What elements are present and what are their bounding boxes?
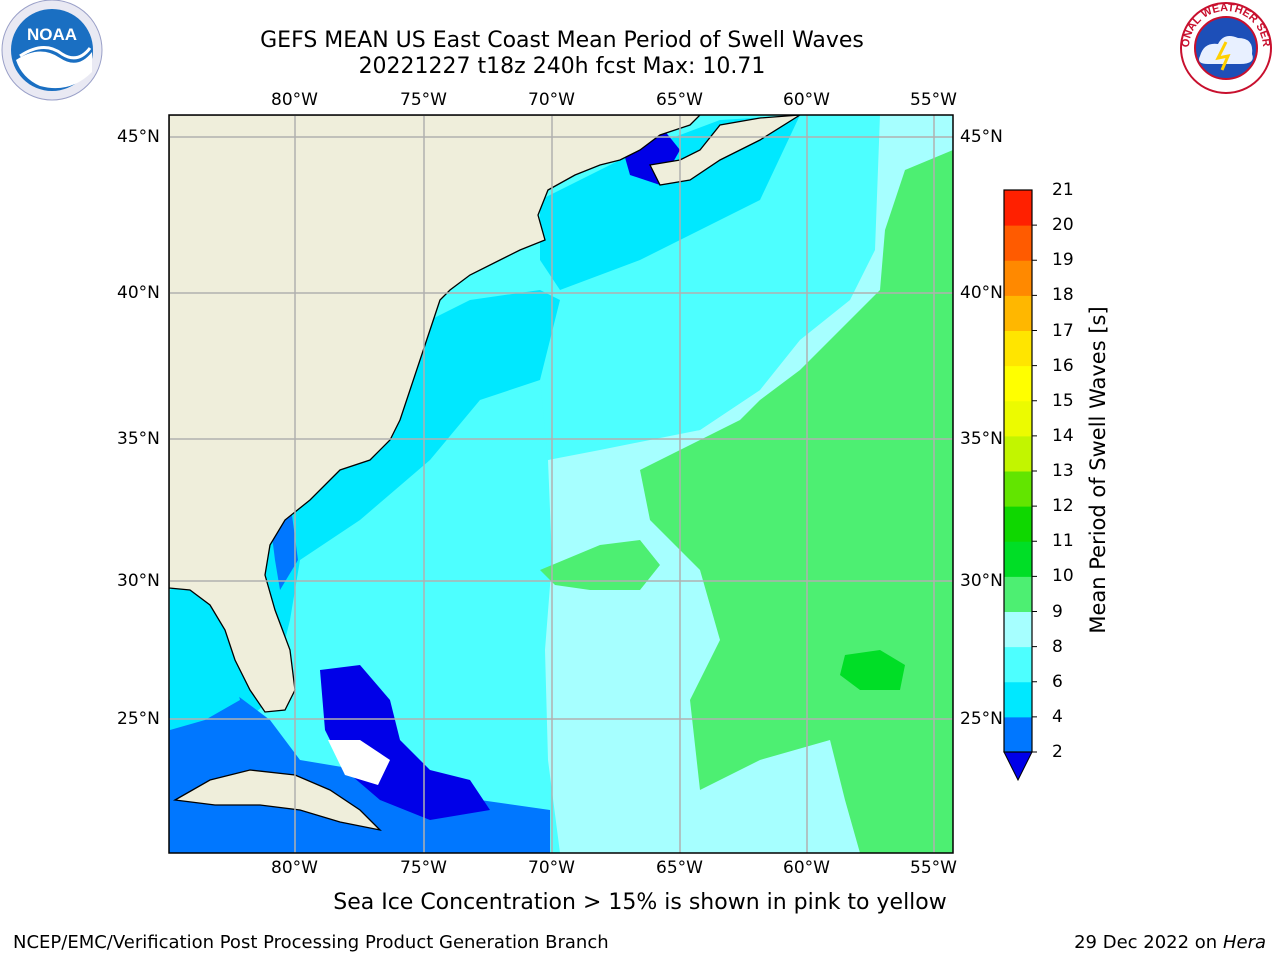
lon-label-bottom-60w: 60°W <box>783 858 830 878</box>
lat-label-right-30n: 30°N <box>960 571 1003 591</box>
chart-subtitle: 20221227 t18z 240h fcst Max: 10.71 <box>358 54 766 79</box>
colorbar-label: 12 <box>1052 496 1074 517</box>
map-frame <box>168 114 954 854</box>
colorbar-label: 10 <box>1052 566 1074 587</box>
colorbar-segment <box>1004 681 1032 718</box>
colorbar-label: 20 <box>1052 215 1074 236</box>
colorbar-segment <box>1004 365 1032 402</box>
period-9-10-patch <box>540 540 660 590</box>
colorbar-label: 2 <box>1052 742 1063 762</box>
lat-label-left-25n: 25°N <box>117 709 160 729</box>
lat-label-left-40n: 40°N <box>117 283 160 303</box>
footer-organization: NCEP/EMC/Verification Post Processing Pr… <box>13 932 609 953</box>
gulf-region <box>170 590 240 730</box>
colorbar-label: 8 <box>1052 636 1063 657</box>
colorbar-label: 4 <box>1052 706 1063 727</box>
lon-label-bottom-80w: 80°W <box>271 858 318 878</box>
colorbar-segment <box>1004 471 1032 507</box>
lon-label-top-70w: 70°W <box>528 90 575 110</box>
lat-label-right-40n: 40°N <box>960 283 1003 303</box>
colorbar-label: 11 <box>1052 531 1074 552</box>
period-4-6-north <box>540 115 800 290</box>
colorbar-segment <box>1004 400 1032 437</box>
sea-ice-note: Sea Ice Concentration > 15% is shown in … <box>333 890 947 915</box>
colorbar-label: 16 <box>1052 355 1074 376</box>
colorbar-under-arrow <box>1003 751 1033 782</box>
period-under-2-bahamas <box>320 665 490 820</box>
colorbar-label: 19 <box>1052 250 1074 271</box>
colorbar-segment <box>1004 295 1032 331</box>
colorbar-segment <box>1004 611 1032 648</box>
map-area <box>169 115 953 853</box>
lat-label-left-35n: 35°N <box>117 429 160 449</box>
colorbar-segment <box>1004 506 1032 542</box>
colorbar-label: 21 <box>1052 180 1074 200</box>
colorbar-segment <box>1004 330 1032 367</box>
footer-date-text: 29 Dec 2022 on <box>1074 932 1218 953</box>
colorbar <box>1003 189 1037 782</box>
colorbar-label: 17 <box>1052 320 1074 341</box>
lon-label-top-80w: 80°W <box>271 90 318 110</box>
colorbar-segment <box>1004 260 1032 296</box>
lat-label-left-45n: 45°N <box>117 127 160 147</box>
colorbar-title: Mean Period of Swell Waves [s] <box>1086 306 1110 634</box>
colorbar-segment <box>1004 225 1032 261</box>
colorbar-segment <box>1004 435 1032 472</box>
colorbar-segment <box>1004 646 1032 683</box>
colorbar-segment <box>1004 716 1032 753</box>
lat-label-right-45n: 45°N <box>960 127 1003 147</box>
colorbar-label: 13 <box>1052 461 1074 481</box>
lon-label-bottom-55w: 55°W <box>910 858 957 878</box>
lat-label-right-25n: 25°N <box>960 709 1003 729</box>
lon-label-bottom-70w: 70°W <box>528 858 575 878</box>
colorbar-label: 15 <box>1052 390 1074 411</box>
bahamas-bank <box>328 740 390 785</box>
lon-label-top-75w: 75°W <box>400 90 447 110</box>
colorbar-label: 14 <box>1052 425 1074 446</box>
colorbar-frame <box>1003 189 1033 753</box>
colorbar-label: 9 <box>1052 601 1063 622</box>
colorbar-segment <box>1004 190 1032 226</box>
lon-label-bottom-75w: 75°W <box>400 858 447 878</box>
lat-label-left-30n: 30°N <box>117 571 160 591</box>
cuba <box>172 769 382 832</box>
footer-machine: Hera <box>1222 932 1266 953</box>
graticule <box>169 115 953 853</box>
lon-label-top-55w: 55°W <box>910 90 957 110</box>
period-10-11-patch <box>840 650 905 690</box>
lon-label-bottom-65w: 65°W <box>656 858 703 878</box>
footer-date: 29 Dec 2022 on Hera <box>1074 932 1266 953</box>
lat-label-right-35n: 35°N <box>960 429 1003 449</box>
us-mainland <box>169 115 701 713</box>
colorbar-segment <box>1004 576 1032 612</box>
chart-title: GEFS MEAN US East Coast Mean Period of S… <box>260 28 864 53</box>
lon-label-top-65w: 65°W <box>656 90 703 110</box>
lon-label-top-60w: 60°W <box>783 90 830 110</box>
colorbar-label: 6 <box>1052 671 1063 692</box>
colorbar-segment <box>1004 541 1032 577</box>
colorbar-label: 18 <box>1052 285 1074 306</box>
